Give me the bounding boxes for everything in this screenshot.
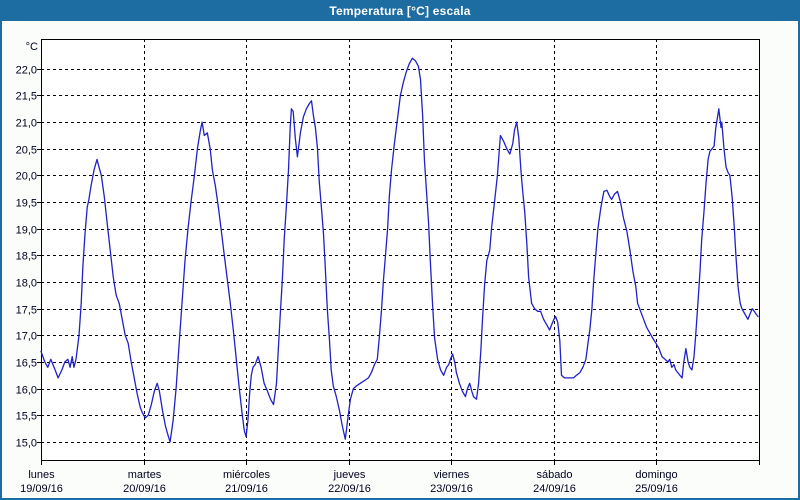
axis-ticks (37, 69, 760, 465)
y-tick-label: 16,5 (16, 358, 37, 370)
x-day-label: jueves (333, 469, 366, 481)
grid-lines (41, 39, 759, 460)
x-date-label: 24/09/16 (533, 483, 576, 495)
x-day-label: miércoles (223, 469, 271, 481)
series-line-temperature (40, 57, 759, 443)
x-axis-labels: lunes 19/09/16 martes 20/09/16 miércoles 21/0… (20, 469, 678, 495)
y-tick-label: 15,0 (16, 438, 37, 450)
y-tick-label: 20,5 (16, 145, 37, 157)
y-tick-label: 18,0 (16, 278, 37, 290)
y-tick-label: 17,5 (16, 305, 37, 317)
x-date-label: 23/09/16 (430, 483, 473, 495)
x-day-label: martes (128, 469, 162, 481)
x-day-label: viernes (434, 469, 470, 481)
y-tick-label: 20,0 (16, 171, 37, 183)
window-title: Temperatura [°C] escala (329, 3, 471, 18)
x-date-label: 22/09/16 (328, 483, 371, 495)
y-tick-label: 16,0 (16, 385, 37, 397)
y-axis-labels: 22,0 21,5 21,0 20,5 20,0 19,5 19,0 18,5 18,0 17,5… (16, 41, 38, 450)
y-tick-label: 22,0 (16, 65, 37, 77)
x-date-label: 25/09/16 (635, 483, 678, 495)
y-tick-label: 21,0 (16, 118, 37, 130)
x-date-label: 19/09/16 (20, 483, 63, 495)
x-day-label: domingo (635, 469, 677, 481)
y-axis-unit-label: °C (26, 41, 38, 53)
x-date-label: 20/09/16 (123, 483, 166, 495)
x-day-label: sábado (536, 469, 572, 481)
window-title-bar[interactable]: Temperatura [°C] escala (0, 0, 800, 21)
y-tick-label: 19,0 (16, 225, 37, 237)
y-tick-label: 15,5 (16, 411, 37, 423)
x-day-label: lunes (28, 469, 55, 481)
y-tick-label: 17,0 (16, 331, 37, 343)
x-date-label: 21/09/16 (225, 483, 268, 495)
y-tick-label: 19,5 (16, 198, 37, 210)
y-tick-label: 18,5 (16, 251, 37, 263)
y-tick-label: 21,5 (16, 91, 37, 103)
plot-frame (41, 39, 760, 461)
plot-area (41, 39, 759, 460)
